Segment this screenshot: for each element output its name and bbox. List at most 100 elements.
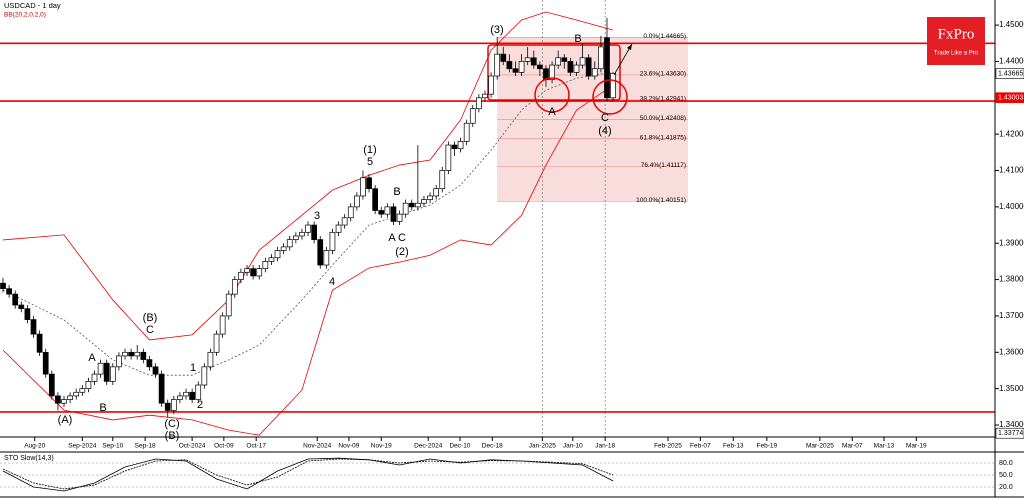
- x-tick-label: Jan-10: [563, 443, 583, 450]
- range-box: [487, 44, 621, 101]
- logo: FxPro Trade Like a Pro: [927, 17, 985, 65]
- candle-body: [494, 53, 501, 77]
- candle-body: [299, 231, 305, 237]
- candle-body: [109, 366, 116, 382]
- candle-body: [561, 57, 568, 62]
- x-tick-label: Feb-19: [757, 443, 778, 450]
- price-label-box: [995, 68, 1024, 79]
- candle-body: [353, 195, 360, 208]
- candle-body: [103, 362, 110, 382]
- wave-label: 5: [367, 156, 373, 168]
- x-tick-label: Sep-10: [102, 443, 123, 450]
- wave-label: B: [393, 186, 400, 198]
- wave-label: (3): [490, 24, 503, 36]
- candle-body: [427, 195, 433, 200]
- wave-label: (4): [598, 125, 611, 137]
- y-tick-label: 1.37000: [999, 311, 1024, 320]
- logo-brand: FxPro: [938, 26, 975, 42]
- wave-label: B: [574, 33, 581, 45]
- price-label-box: [995, 92, 1024, 103]
- candle-body: [366, 177, 372, 190]
- wave-label: 3: [314, 210, 320, 222]
- candle-body: [12, 293, 19, 306]
- candle-body: [140, 351, 147, 360]
- candle-body: [360, 177, 366, 197]
- candle-body: [488, 75, 494, 95]
- x-tick-label: Mar-13: [874, 443, 895, 450]
- x-tick-label: Oct-2024: [179, 443, 206, 450]
- candle-body: [30, 319, 37, 335]
- price-label: 1.43003: [998, 95, 1023, 102]
- x-tick-label: Jan-18: [595, 443, 615, 450]
- y-tick-label: 1.45000: [999, 20, 1024, 29]
- x-tick-label: Dec-2024: [414, 443, 443, 450]
- y-tick-label: 1.42000: [999, 129, 1024, 138]
- candle-body: [530, 57, 537, 66]
- sto-tick-label: 50.0: [999, 472, 1013, 479]
- fib-label: 61.8%(1.41875): [640, 134, 686, 141]
- forecast-arrowhead: [627, 44, 632, 50]
- candle-body: [201, 366, 208, 386]
- sto-k-line: [2, 457, 614, 492]
- y-tick-label: 1.41000: [999, 166, 1024, 175]
- candle-body: [451, 144, 458, 150]
- candle-body: [24, 308, 31, 320]
- candle-body: [55, 395, 61, 404]
- candle-body: [177, 395, 183, 400]
- bb-upper: [2, 11, 614, 341]
- wave-label: A: [548, 106, 556, 118]
- candle-body: [170, 399, 177, 411]
- highlight-circle: [534, 77, 570, 113]
- wave-label: C: [601, 112, 609, 124]
- candle-body: [378, 210, 385, 215]
- candle-body: [262, 261, 269, 270]
- candle-body: [555, 57, 562, 66]
- back-layer: 0.0%(1.44665) 23.6%(1.43630) 38.2%(1.42941…: [487, 0, 688, 437]
- candle-body: [274, 250, 281, 259]
- candle-body: [579, 57, 586, 66]
- candle-body: [85, 381, 92, 389]
- candle-body: [421, 199, 427, 204]
- candle-body: [585, 57, 592, 77]
- fib-label: 50.0%(1.42408): [640, 115, 686, 122]
- wave-label: 1: [190, 362, 196, 374]
- candle-body: [6, 288, 12, 295]
- candle-body: [225, 293, 232, 317]
- wave-label: A: [388, 232, 396, 244]
- candle-body: [463, 122, 470, 142]
- candle-body: [372, 188, 379, 211]
- y-tick-label: 1.44000: [999, 57, 1024, 66]
- price-label: 1.33774: [998, 430, 1023, 437]
- candle-body: [317, 239, 324, 266]
- fib-label: 23.6%(1.43630): [640, 71, 686, 78]
- fib-label: 0.0%(1.44665): [643, 33, 686, 40]
- logo-tagline: Trade Like a Pro: [934, 51, 979, 57]
- candle-body: [91, 373, 98, 382]
- fib-label: 100.0%(1.40151): [636, 197, 686, 204]
- candle-body: [189, 391, 195, 400]
- candle-body: [390, 206, 397, 222]
- x-tick-label: Dec-18: [482, 443, 503, 450]
- x-tick-label: Feb-07: [690, 443, 711, 450]
- candle-body: [506, 61, 513, 70]
- logo-box: [927, 17, 985, 65]
- candle-body: [311, 224, 317, 240]
- candle-body: [48, 373, 55, 397]
- x-tick-label: Oct-09: [214, 443, 234, 450]
- candle-body: [537, 64, 543, 70]
- candle-body: [500, 53, 507, 62]
- candle-body: [36, 333, 43, 353]
- candle-body: [457, 141, 464, 150]
- x-tick-label: Nov-19: [371, 443, 392, 450]
- candle-body: [0, 282, 6, 290]
- candle-body: [207, 351, 214, 368]
- candle-body: [280, 246, 287, 251]
- fib-label: 76.4%(1.41117): [641, 162, 686, 169]
- candle-body: [231, 279, 238, 295]
- candle-body: [61, 399, 67, 404]
- candle-body: [128, 351, 134, 357]
- y-tick-label: 1.36000: [999, 347, 1024, 356]
- candle-body: [323, 250, 330, 266]
- candle-body: [292, 235, 299, 240]
